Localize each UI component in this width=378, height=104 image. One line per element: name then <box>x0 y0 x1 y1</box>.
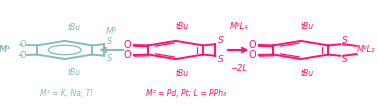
Text: M²L₂: M²L₂ <box>357 45 376 54</box>
Text: O: O <box>19 40 26 49</box>
Text: S: S <box>218 36 223 45</box>
Text: M² = Pd, Pt; L = PPh₃: M² = Pd, Pt; L = PPh₃ <box>146 89 226 98</box>
Text: tBu: tBu <box>301 69 314 78</box>
Text: S: S <box>218 55 223 64</box>
Text: tBu: tBu <box>301 22 314 31</box>
Text: O: O <box>249 40 256 50</box>
Text: S: S <box>107 37 112 46</box>
Text: O: O <box>249 50 256 60</box>
Text: tBu: tBu <box>68 23 81 32</box>
Text: tBu: tBu <box>175 69 189 78</box>
Text: O: O <box>124 50 132 60</box>
Text: M¹: M¹ <box>106 27 117 36</box>
Text: −2L: −2L <box>231 64 248 73</box>
Text: M¹: M¹ <box>0 45 11 54</box>
Text: S: S <box>342 36 347 45</box>
Text: tBu: tBu <box>175 22 189 31</box>
Text: tBu: tBu <box>68 68 81 77</box>
Text: O: O <box>19 51 26 59</box>
Text: M¹ = K, Na, Tl: M¹ = K, Na, Tl <box>40 89 93 98</box>
Text: S: S <box>107 54 112 63</box>
Text: S: S <box>342 55 347 64</box>
Text: O: O <box>124 40 132 50</box>
Text: M²L₄: M²L₄ <box>230 22 248 31</box>
